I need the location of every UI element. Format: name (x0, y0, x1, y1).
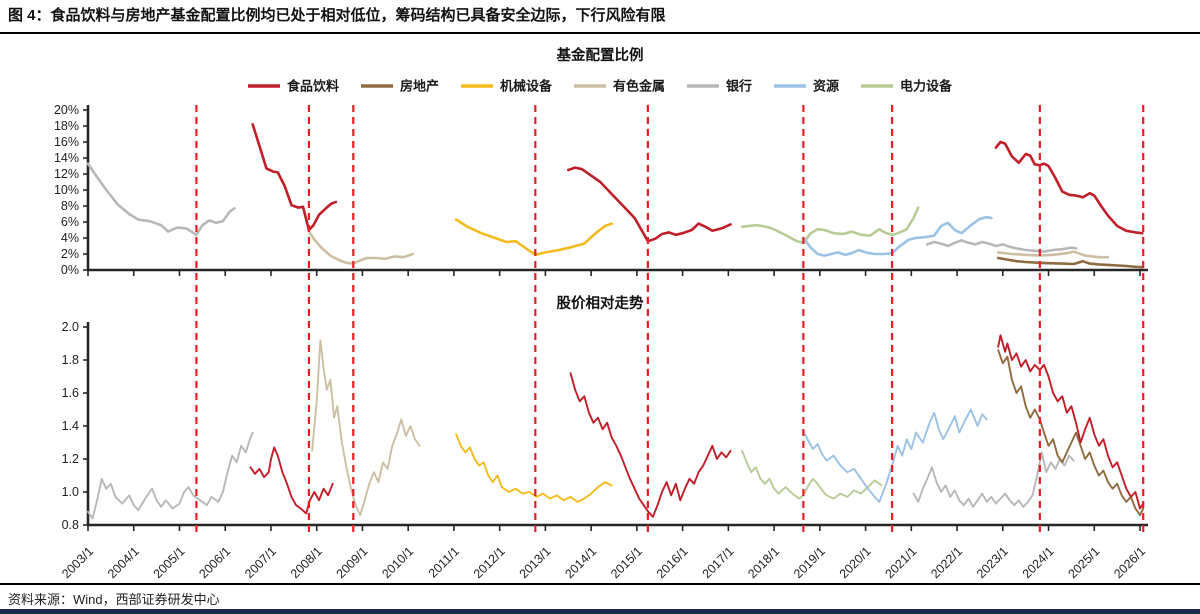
y-tick-label: 1.0 (62, 485, 79, 499)
series-电力设备-5 (741, 449, 883, 500)
series-银行-7 (925, 239, 1078, 253)
series-银行-0 (86, 162, 236, 237)
x-tick-label: 2024/1 (1020, 544, 1057, 581)
series-房地产-8 (997, 349, 1145, 517)
legend-label-银行: 银行 (726, 79, 752, 94)
legend-label-机械设备: 机械设备 (500, 79, 553, 94)
series-食品饮料-10 (994, 140, 1144, 235)
series-机械设备-3 (454, 218, 614, 257)
legend: 食品饮料 房地产 机械设备 有色金属 银行 资源 电力设备 (248, 79, 953, 94)
x-tick-label: 2017/1 (700, 544, 737, 581)
source-note: 资料来源：Wind，西部证券研发中心 (0, 583, 1200, 613)
x-tick-label: 2023/1 (974, 544, 1011, 581)
x-tick-label: 2011/1 (426, 544, 462, 580)
y-tick-label: 20% (54, 103, 79, 117)
x-tick-label: 2020/1 (837, 544, 874, 581)
figure-title: 图 4：食品饮料与房地产基金配置比例均已处于相对低位，筹码结构已具备安全边际，下… (0, 0, 1200, 34)
series-有色金属-2 (307, 230, 415, 265)
y-tick-label: 18% (54, 119, 79, 133)
y-tick-label: 8% (61, 199, 79, 213)
series-食品饮料-4 (566, 166, 732, 243)
x-tick-label: 2018/1 (745, 544, 782, 581)
y-tick-label: 16% (54, 135, 79, 149)
y-tick-label: 0% (61, 263, 79, 277)
x-tick-label: 2012/1 (471, 544, 508, 581)
legend-label-房地产: 房地产 (400, 79, 439, 94)
x-tick-label: 2010/1 (379, 544, 416, 581)
y-tick-label: 2% (61, 247, 79, 261)
series-食品饮料-1 (249, 446, 334, 515)
series-有色金属-8 (996, 250, 1110, 259)
series-有色金属-2 (311, 339, 421, 517)
series-银行-0 (87, 431, 254, 520)
y-tick-label: 2.0 (62, 320, 79, 334)
series-食品饮料-1 (251, 123, 338, 232)
series-资源-6 (802, 408, 988, 503)
x-tick-label: 2013/1 (517, 544, 554, 581)
y-tick-label: 14% (54, 151, 79, 165)
series-机械设备-3 (455, 433, 613, 503)
x-tick-label: 2022/1 (928, 544, 965, 581)
y-tick-label: 10% (54, 183, 79, 197)
x-tick-label: 2019/1 (791, 544, 828, 581)
axes: 0% 2% 4% 6% 8% 10% 12% 14% 16% 18% 20% (54, 103, 1148, 277)
y-tick-label: 1.2 (62, 452, 79, 466)
series-电力设备-5 (740, 206, 920, 245)
y-tick-label: 1.4 (62, 419, 79, 433)
chart-title: 股价相对走势 (557, 294, 644, 312)
legend-label-资源: 资源 (813, 79, 839, 94)
x-tick-label: 2007/1 (242, 544, 279, 581)
x-tick-label: 2008/1 (288, 544, 325, 581)
x-tick-label: 2016/1 (654, 544, 691, 581)
legend-label-有色金属: 有色金属 (613, 79, 665, 94)
y-tick-label: 6% (61, 215, 79, 229)
series-房地产-9 (996, 256, 1144, 269)
series-资源-6 (802, 215, 993, 257)
y-tick-label: 1.6 (62, 386, 79, 400)
series-银行-7 (912, 451, 1075, 508)
x-tick-label: 2004/1 (105, 544, 142, 581)
allocation-and-price-chart: 基金配置比例 0% 2% 4% 6% 8% 10% 12% 14% 16% 18% 20% 股价相对走势… (54, 46, 1148, 581)
x-tick-label: 2009/1 (334, 544, 371, 581)
chart-title: 基金配置比例 (556, 46, 644, 64)
x-tick-label: 2014/1 (562, 544, 599, 581)
x-tick-label: 2015/1 (608, 544, 645, 581)
bottom-border (0, 609, 1200, 614)
x-tick-label: 2003/1 (59, 544, 96, 581)
series-食品饮料-9 (997, 334, 1145, 510)
y-tick-label: 0.8 (62, 518, 79, 532)
legend-label-电力设备: 电力设备 (900, 79, 953, 94)
x-tick-label: 2025/1 (1065, 544, 1102, 581)
y-tick-label: 1.8 (62, 353, 79, 367)
x-tick-label: 2006/1 (196, 544, 233, 581)
x-tick-label: 2021/1 (883, 544, 920, 581)
x-tick-label: 2026/1 (1111, 544, 1148, 581)
y-tick-label: 4% (61, 231, 79, 245)
event-marker-lines (195, 105, 1145, 532)
x-tick-label: 2005/1 (151, 544, 188, 581)
series-食品饮料-4 (569, 372, 732, 518)
y-tick-label: 12% (54, 167, 79, 181)
legend-label-食品饮料: 食品饮料 (287, 79, 339, 94)
top-chart-allocation: 基金配置比例 0% 2% 4% 6% 8% 10% 12% 14% 16% 18% 20% (54, 46, 1148, 277)
